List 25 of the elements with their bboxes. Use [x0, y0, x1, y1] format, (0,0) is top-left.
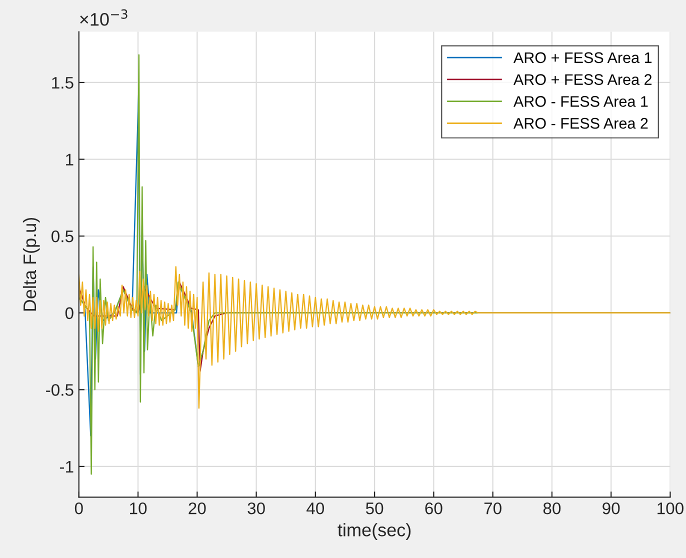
x-tick-label: 30: [248, 502, 265, 514]
legend-label: ARO + FESS Area 2: [513, 74, 652, 85]
x-tick-label: 90: [602, 502, 620, 514]
y-tick-label: 0: [65, 307, 74, 320]
line-series: [78, 266, 670, 409]
x-tick-label: 50: [366, 502, 384, 514]
x-tick-label: 40: [306, 502, 324, 514]
y-tick-label: 1: [66, 154, 74, 166]
x-tick-label: 10: [130, 502, 147, 514]
x-tick-label: 60: [425, 502, 442, 514]
y-tick-label: 0.5: [52, 230, 74, 242]
legend-label: ARO + FESS Area 1: [513, 52, 652, 64]
legend-label: ARO - FESS Area 2: [513, 118, 648, 129]
x-tick-label: 80: [543, 502, 561, 514]
x-axis-title: time(sec): [338, 523, 411, 540]
x-tick-label: 0: [74, 502, 83, 514]
y-axis-title: Delta F(p.u): [22, 218, 40, 311]
x-tick-label: 100: [658, 502, 684, 514]
y-tick-label: -1: [60, 461, 74, 472]
x-tick-label: 20: [188, 502, 206, 514]
legend-label: ARO - FESS Area 1: [513, 96, 648, 107]
y-tick-label: -0.5: [46, 384, 74, 396]
y-tick-label: 1.5: [52, 77, 74, 89]
x-tick-label: 70: [484, 502, 502, 514]
text: ×10$^{−3}$: [80, 9, 128, 26]
